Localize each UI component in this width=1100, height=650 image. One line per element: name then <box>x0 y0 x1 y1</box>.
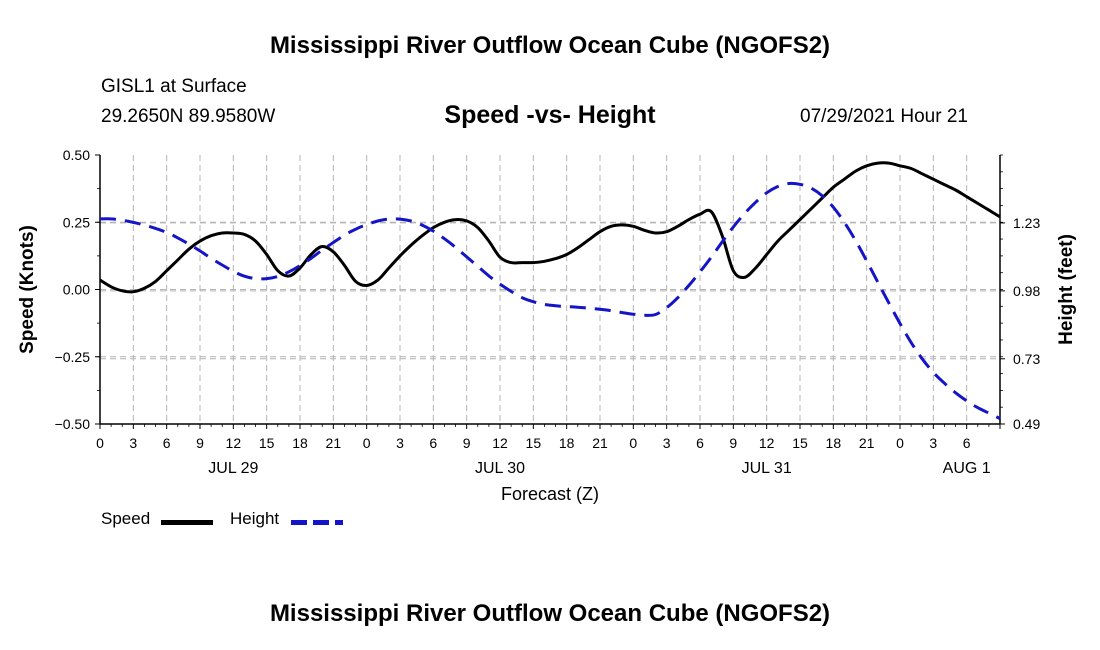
x-tick-label: 0 <box>363 435 371 451</box>
x-tick-label: 12 <box>226 435 242 451</box>
y-axis-title: Speed (Knots) <box>17 225 38 354</box>
height-series-line <box>99 181 1001 420</box>
x-axis-title: Forecast (Z) <box>501 484 599 504</box>
x-tick-label: 21 <box>859 435 875 451</box>
x-tick-label: 18 <box>292 435 308 451</box>
x-tick-label: 15 <box>792 435 808 451</box>
x-tick-label: 6 <box>696 435 704 451</box>
y2-tick-label: 0.73 <box>1013 351 1040 367</box>
grid <box>100 155 1000 425</box>
x-tick-label: 21 <box>326 435 342 451</box>
axes <box>95 154 1005 429</box>
x-tick-label: 6 <box>429 435 437 451</box>
x-tick-label: 9 <box>196 435 204 451</box>
y-tick-label: −0.50 <box>55 416 91 432</box>
x-tick-label: 3 <box>929 435 937 451</box>
y2-axis-title: Height (feet) <box>1056 234 1077 345</box>
x-tick-label: 18 <box>826 435 842 451</box>
x-tick-label: 21 <box>592 435 608 451</box>
x-tick-label: 15 <box>526 435 542 451</box>
footer-title: Mississippi River Outflow Ocean Cube (NG… <box>269 600 831 627</box>
speed-series-line <box>99 161 1001 294</box>
x-tick-label: 0 <box>896 435 904 451</box>
x-tick-label: 9 <box>729 435 737 451</box>
legend-speed-label: Speed <box>101 509 151 528</box>
plot-subtitle: Speed -vs- Height <box>444 101 656 129</box>
x-tick-label: 3 <box>396 435 404 451</box>
series <box>99 161 1001 420</box>
forecast-datetime: 07/29/2021 Hour 21 <box>800 106 968 127</box>
y-tick-label: 0.50 <box>63 147 90 163</box>
x-day-label: JUL 31 <box>742 460 792 477</box>
legend-height-label: Height <box>230 509 280 528</box>
y-tick-label: −0.25 <box>55 349 91 365</box>
y2-tick-label: 0.98 <box>1013 283 1040 299</box>
x-day-label: JUL 30 <box>475 460 525 477</box>
labels: 0 3 6 9 12 15 18 21 0 3 6 9 12 15 18 21 0 3 6 9 12 15 18 21 0 3 6 J… <box>17 147 1077 504</box>
x-tick-label: 18 <box>559 435 575 451</box>
x-tick-label: 12 <box>759 435 775 451</box>
x-tick-label: 12 <box>492 435 508 451</box>
y-tick-label: 0.25 <box>63 214 90 230</box>
y-tick-label: 0.00 <box>63 282 90 298</box>
x-tick-label: 6 <box>163 435 171 451</box>
station-coordinates: 29.2650N 89.9580W <box>101 106 276 127</box>
x-tick-label: 3 <box>663 435 671 451</box>
x-tick-label: 0 <box>629 435 637 451</box>
y2-tick-label: 0.49 <box>1013 416 1040 432</box>
station-name: GISL1 at Surface <box>101 76 247 97</box>
x-tick-label: 0 <box>96 435 104 451</box>
x-day-label: AUG 1 <box>943 460 991 477</box>
x-day-label: JUL 29 <box>208 460 258 477</box>
legend-speed-swatch <box>161 520 213 525</box>
x-tick-label: 9 <box>463 435 471 451</box>
y2-tick-label: 1.23 <box>1013 215 1040 231</box>
x-tick-label: 6 <box>963 435 971 451</box>
legend-height-swatch <box>291 520 343 525</box>
page-title: Mississippi River Outflow Ocean Cube (NG… <box>269 32 831 59</box>
x-tick-label: 3 <box>129 435 137 451</box>
x-tick-label: 15 <box>259 435 275 451</box>
